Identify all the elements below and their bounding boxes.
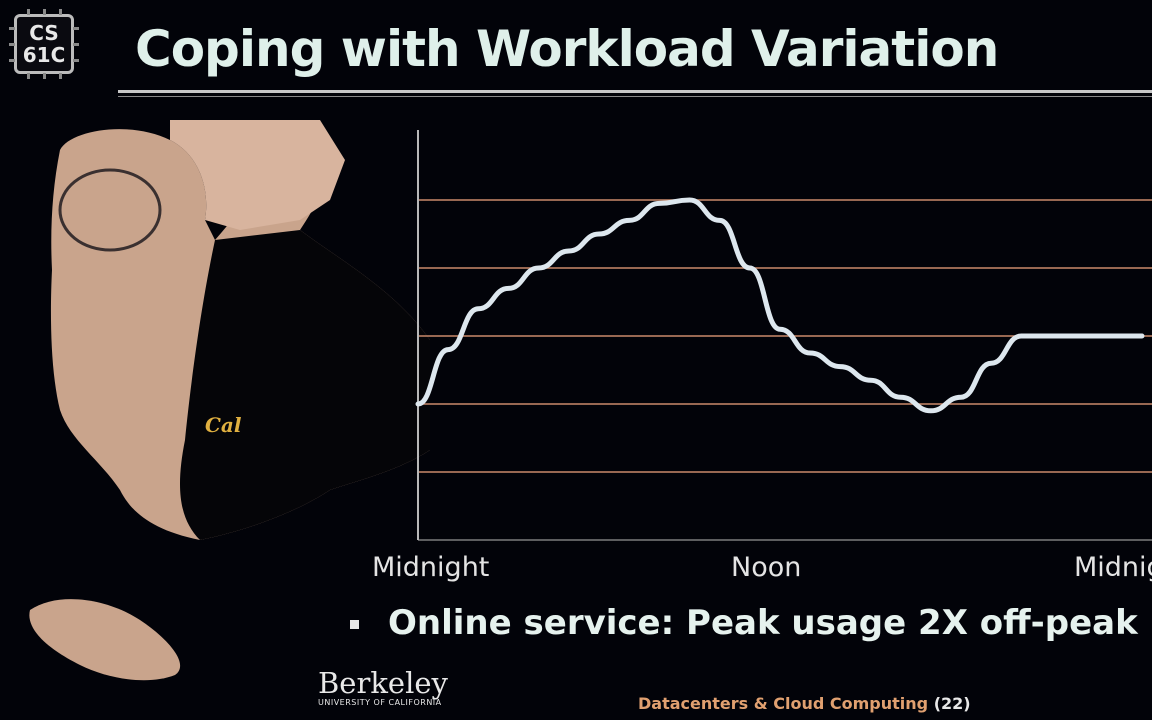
- presenter-raised-hand: [170, 120, 345, 230]
- cs61c-logo: CS 61C: [9, 9, 79, 79]
- bullet-marker: [350, 620, 359, 629]
- berkeley-logo: Berkeley UNIVERSITY OF CALIFORNIA: [318, 668, 448, 707]
- berkeley-wordmark: Berkeley: [318, 666, 448, 700]
- slide-title: Coping with Workload Variation: [135, 20, 999, 78]
- bullet-text: Online service: Peak usage 2X off-peak: [388, 603, 1138, 643]
- berkeley-subtitle: UNIVERSITY OF CALIFORNIA: [318, 698, 442, 707]
- x-tick-noon: Noon: [731, 552, 802, 583]
- footer-page-number: (22): [933, 694, 971, 713]
- presenter-glasses: [58, 168, 162, 252]
- logo-text-line2: 61C: [22, 43, 66, 67]
- footer-course-label: Datacenters & Cloud Computing (22): [638, 694, 971, 713]
- title-rule-thin: [118, 96, 1152, 97]
- presenter-video: Cal: [29, 120, 430, 681]
- x-tick-midnight-end: Midnigh: [1074, 552, 1152, 583]
- x-tick-midnight-start: Midnight: [372, 552, 490, 583]
- chart-series: [415, 197, 1145, 414]
- footer-course-title: Datacenters & Cloud Computing: [638, 694, 929, 713]
- shirt-cal-logo: Cal: [205, 413, 242, 437]
- logo-text-line1: CS: [29, 21, 59, 45]
- series-line-0: [415, 197, 1145, 414]
- presenter-lower-hand: [29, 599, 181, 681]
- presenter-shirt: [180, 230, 430, 540]
- title-rule: [118, 90, 1152, 93]
